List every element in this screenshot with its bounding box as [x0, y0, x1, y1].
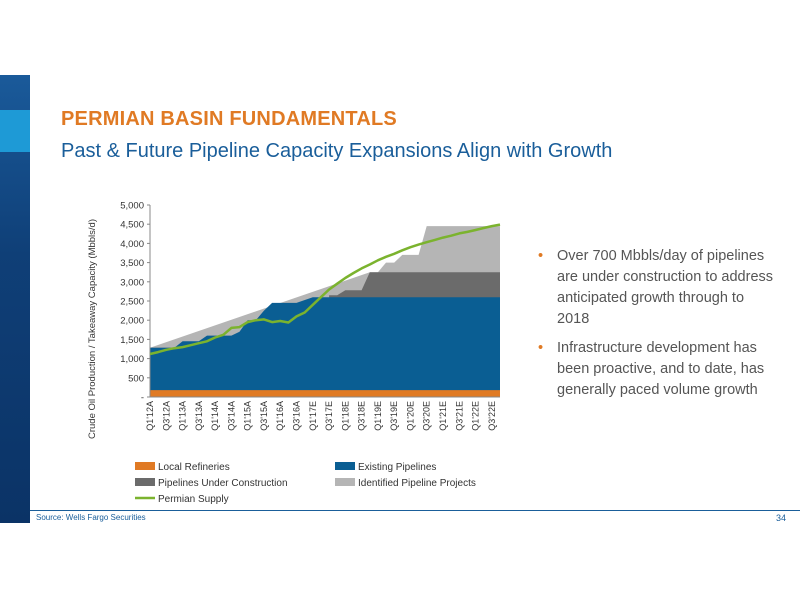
x-tick-label: Q3'16A — [292, 401, 302, 431]
x-tick-label: Q3'17E — [324, 401, 334, 431]
y-tick-label: 1,500 — [120, 335, 144, 346]
y-tick-label: 4,500 — [120, 220, 144, 231]
legend-label: Pipelines Under Construction — [158, 478, 288, 489]
x-tick-label: Q3'14A — [226, 401, 236, 431]
permian-supply-line — [149, 223, 501, 356]
y-tick-label: 3,000 — [120, 277, 144, 288]
y-tick-label: 5,000 — [120, 201, 144, 212]
x-tick-label: Q3'12A — [161, 401, 171, 431]
x-tick-label: Q1'17E — [308, 401, 318, 431]
x-tick-label: Q1'19E — [373, 401, 383, 431]
slide-subtitle: Past & Future Pipeline Capacity Expansio… — [61, 140, 613, 162]
x-tick-label: Q1'12A — [145, 401, 155, 431]
x-tick-label: Q3'20E — [422, 401, 432, 431]
y-tick-label: 2,000 — [120, 316, 144, 327]
x-tick-label: Q1'15A — [243, 401, 253, 431]
legend-label: Identified Pipeline Projects — [358, 478, 476, 489]
x-tick-label: Q1'18E — [340, 401, 350, 431]
bullet-list: • Over 700 Mbbls/day of pipelines are und… — [538, 246, 778, 409]
slide-title: PERMIAN BASIN FUNDAMENTALS — [61, 108, 397, 130]
x-tick-label: Q3'18E — [357, 401, 367, 431]
capacity-chart: - 500 1,000 1,500 2,000 2,500 3,000 3,500 4,000 4… — [87, 201, 501, 505]
existing-pipelines-area — [150, 297, 500, 397]
legend-label: Local Refineries — [158, 462, 230, 473]
y-tick-label: 2,500 — [120, 297, 144, 308]
y-axis-label: Crude Oil Production / Takeaway Capacity… — [87, 219, 98, 439]
bullet-dot: • — [538, 340, 544, 356]
legend-swatch — [335, 462, 355, 470]
legend-label: Permian Supply — [158, 494, 229, 505]
legend-swatch — [335, 478, 355, 486]
bullet-text: Infrastructure development has been proa… — [557, 340, 765, 398]
y-tick-label: 3,500 — [120, 258, 144, 269]
x-tick-label: Q1'16A — [275, 401, 285, 431]
x-tick-label: Q1'14A — [210, 401, 220, 431]
x-tick-label: Q3'21E — [454, 401, 464, 431]
y-tick-label: 500 — [128, 373, 144, 384]
x-tick-label: Q1'21E — [438, 401, 448, 431]
x-tick-label: Q3'13A — [194, 401, 204, 431]
legend-label: Existing Pipelines — [358, 462, 436, 473]
legend-swatch — [135, 462, 155, 470]
x-tick-label: Q3'15A — [259, 401, 269, 431]
bullet-item: • Infrastructure development has been pro… — [538, 338, 778, 401]
y-tick-label: 4,000 — [120, 239, 144, 250]
bullet-text: Over 700 Mbbls/day of pipelines are unde… — [557, 248, 774, 327]
x-tick-label: Q1'20E — [406, 401, 416, 431]
page-number: 34 — [775, 513, 786, 523]
x-tick-label: Q3'22E — [487, 401, 497, 431]
legend-swatch — [135, 478, 155, 486]
y-tick-label: - — [141, 393, 144, 404]
bullet-item: • Over 700 Mbbls/day of pipelines are und… — [538, 246, 778, 330]
x-tick-label: Q3'19E — [389, 401, 399, 431]
sidebar-accent-block — [0, 110, 30, 152]
footer-divider — [30, 510, 800, 511]
x-tick-label: Q1'13A — [178, 401, 188, 431]
bullet-dot: • — [538, 248, 544, 264]
local-refineries-area — [150, 390, 500, 397]
y-tick-label: 1,000 — [120, 354, 144, 365]
source-note: Source: Wells Fargo Securities — [36, 513, 146, 522]
x-tick-label: Q1'22E — [471, 401, 481, 431]
